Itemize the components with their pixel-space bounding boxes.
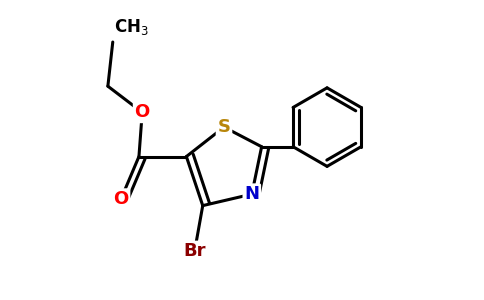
Text: O: O bbox=[135, 103, 150, 122]
Text: CH$_3$: CH$_3$ bbox=[114, 17, 149, 37]
Text: O: O bbox=[113, 190, 129, 208]
Text: Br: Br bbox=[183, 242, 206, 260]
Text: S: S bbox=[217, 118, 230, 136]
Text: N: N bbox=[244, 185, 259, 203]
